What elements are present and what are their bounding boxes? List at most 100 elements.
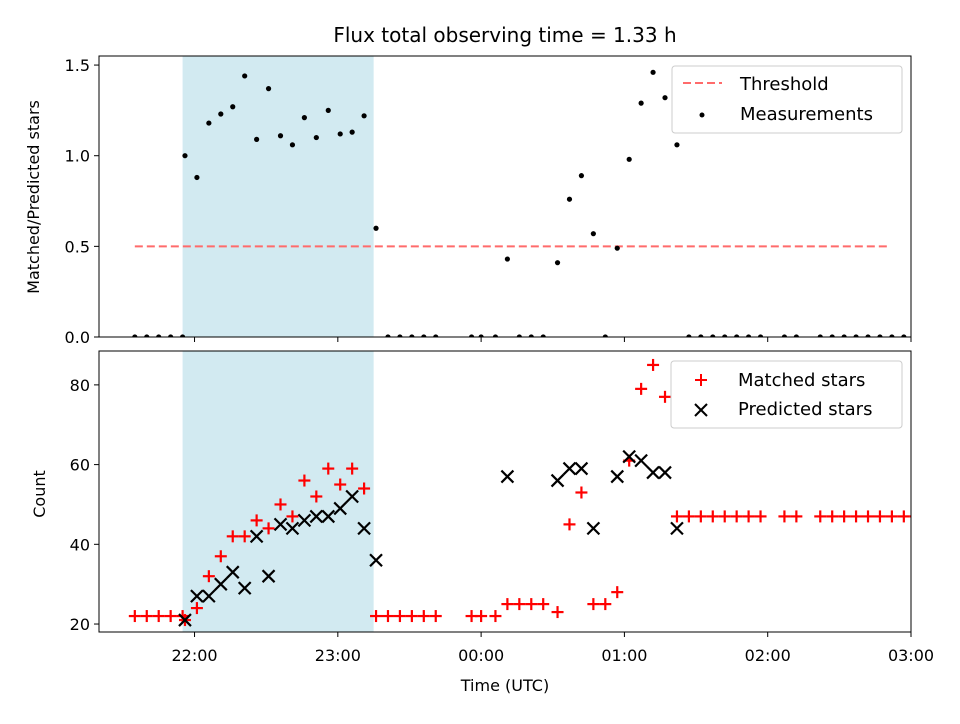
bottom-y-axis-label: Count (30, 470, 49, 518)
predicted-star-point (622, 449, 636, 464)
measurement-point (265, 86, 272, 92)
measurement-point (385, 334, 391, 337)
predicted-star-point (178, 613, 192, 627)
predicted-star-point (321, 509, 336, 524)
measurement-point (722, 334, 728, 337)
measurement-point (877, 334, 883, 337)
measurement-point (144, 334, 150, 337)
legend-measurements-label: Measurements (740, 104, 873, 125)
measurement-point (528, 334, 534, 337)
matched-star-point (659, 390, 672, 403)
matched-star-point (128, 610, 141, 623)
measurement-point (889, 334, 895, 337)
matched-star-point (909, 515, 911, 518)
measurement-point (865, 334, 871, 337)
matched-star-point (790, 510, 803, 523)
bottom-y-ticks: 20 40 60 80 (70, 376, 99, 634)
legend-matched-swatch (695, 374, 707, 386)
matched-star-point (635, 382, 648, 395)
x-tick-label: 01:00 (601, 646, 647, 665)
matched-star-point (405, 610, 418, 623)
count-points (128, 358, 911, 627)
measurement-point (132, 334, 138, 337)
predicted-star-point (309, 509, 324, 524)
matched-star-point (814, 510, 827, 523)
matched-star-point (370, 610, 383, 623)
measurement-point (925, 334, 930, 339)
matched-star-point (575, 486, 588, 499)
matched-star-point (358, 482, 371, 495)
measurement-point (686, 334, 692, 337)
measurement-point (179, 334, 186, 337)
matched-star-point (262, 522, 275, 535)
predicted-star-point (273, 517, 288, 532)
x-tick-label: 23:00 (315, 646, 361, 665)
measurement-point (206, 120, 212, 126)
measurement-point (397, 334, 403, 337)
x-tick-label: 00:00 (458, 646, 504, 665)
top-legend: Threshold Measurements (671, 65, 903, 134)
matched-star-point (429, 610, 442, 623)
measurement-point (566, 196, 573, 202)
predicted-star-point (610, 469, 625, 484)
matched-star-point (140, 610, 153, 623)
measurement-point (468, 334, 475, 337)
predicted-star-point (500, 469, 515, 484)
matched-star-point (694, 510, 707, 523)
top-y-axis-label: Matched/Predicted stars (24, 100, 43, 294)
matched-star-point (298, 474, 311, 487)
predicted-star-point (214, 577, 228, 591)
matched-star-point (850, 510, 863, 523)
top-axes-frame (98, 55, 912, 338)
y-tick-label: 1.0 (65, 147, 90, 166)
matched-star-point (286, 510, 299, 523)
matched-star-point (778, 510, 791, 523)
matched-star-point (513, 598, 526, 611)
measurement-point (734, 334, 740, 337)
predicted-star-point (237, 581, 252, 595)
predicted-star-point (249, 529, 264, 544)
predicted-star-point (574, 461, 589, 476)
matched-star-point (537, 598, 550, 611)
matched-star-point (873, 510, 886, 523)
measurement-point (602, 334, 608, 337)
matched-star-point (826, 510, 839, 523)
measurement-point (516, 334, 522, 337)
predicted-star-point (333, 501, 347, 516)
measurement-point (301, 115, 307, 121)
y-tick-label: 80 (70, 376, 90, 395)
top-x-ticks (194, 337, 912, 342)
x-tick-label: 22:00 (171, 646, 217, 665)
measurement-point (218, 111, 224, 117)
matched-star-point (838, 510, 851, 523)
x-tick-label: 02:00 (745, 646, 791, 665)
measurement-point (757, 334, 764, 337)
measurement-point (829, 334, 835, 337)
predicted-star-point (225, 565, 240, 579)
legend-threshold-label: Threshold (739, 74, 829, 95)
matched-star-point (706, 510, 719, 523)
measurement-point (554, 260, 561, 266)
matched-star-point (226, 530, 239, 543)
matched-star-point (346, 462, 359, 475)
measurement-points (132, 69, 930, 339)
measurement-point (793, 334, 799, 337)
matched-star-point (274, 498, 287, 511)
predicted-star-point (285, 521, 300, 536)
measurement-point (478, 334, 484, 337)
matched-star-point (647, 358, 660, 371)
y-tick-label: 0.0 (65, 328, 90, 347)
matched-star-point (190, 602, 203, 615)
legend-measurements-swatch (699, 112, 705, 118)
observing-window-shade (182, 351, 374, 632)
measurement-point (313, 134, 319, 141)
predicted-star-point (670, 521, 684, 536)
matched-star-point (611, 586, 624, 599)
matched-star-point (682, 510, 695, 523)
measurement-point (841, 334, 847, 337)
bottom-x-ticks: 22:00 23:00 00:00 01:00 02:00 03:00 (171, 632, 934, 665)
y-tick-label: 40 (70, 535, 90, 554)
measurement-point (626, 156, 632, 162)
matched-star-point (587, 598, 600, 611)
